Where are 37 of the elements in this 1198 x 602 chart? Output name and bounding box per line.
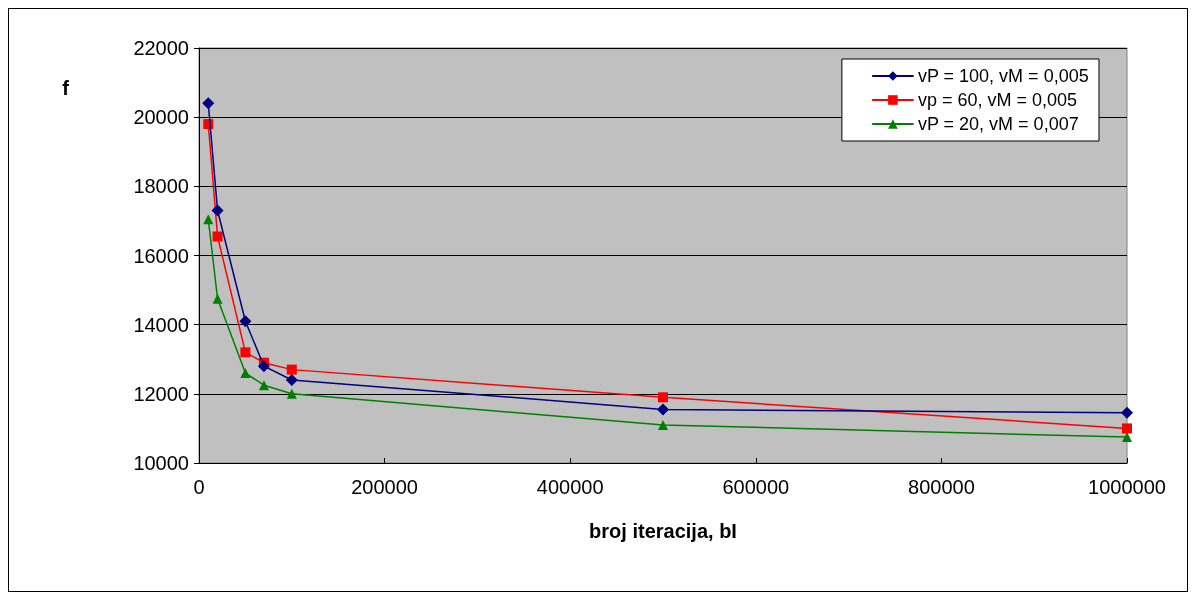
point bbox=[257, 360, 270, 373]
point bbox=[240, 368, 251, 379]
x-tick-label: 0 bbox=[193, 476, 205, 498]
y-tick-label: 12000 bbox=[133, 382, 189, 405]
point bbox=[212, 293, 223, 304]
point bbox=[286, 364, 297, 375]
x-tick-label: 400000 bbox=[536, 476, 604, 498]
x-tick-label: 200000 bbox=[351, 476, 418, 498]
y-tick-label: 18000 bbox=[133, 175, 189, 198]
x-tick-label: 1000000 bbox=[1088, 476, 1166, 498]
point bbox=[286, 388, 297, 399]
legend-label: vP = 100, vM = 0,005 bbox=[917, 66, 1089, 86]
y-tick-label: 16000 bbox=[133, 244, 189, 267]
legend-label: vp = 60, vM = 0,005 bbox=[917, 90, 1077, 110]
y-tick-label: 10000 bbox=[133, 452, 189, 474]
y-axis-title: f bbox=[62, 77, 70, 99]
x-tick-label: 600000 bbox=[722, 476, 790, 498]
point bbox=[258, 380, 269, 391]
point bbox=[240, 347, 251, 358]
point bbox=[285, 374, 298, 386]
x-tick-label: 800000 bbox=[908, 476, 975, 498]
point bbox=[657, 403, 669, 416]
x-axis-title: broj iteracija, bI bbox=[589, 520, 737, 542]
legend-label: vP = 20, vM = 0,007 bbox=[917, 114, 1079, 134]
y-tick-label: 20000 bbox=[133, 106, 189, 129]
y-tick-label: 14000 bbox=[133, 313, 189, 336]
point bbox=[211, 204, 224, 217]
y-tick-label: 22000 bbox=[133, 37, 189, 59]
point bbox=[1122, 432, 1132, 443]
point bbox=[239, 315, 252, 328]
point bbox=[1121, 406, 1133, 419]
point bbox=[212, 231, 223, 242]
point bbox=[203, 214, 214, 225]
point bbox=[1122, 423, 1132, 434]
point bbox=[658, 392, 668, 403]
point bbox=[202, 97, 215, 110]
point bbox=[658, 419, 668, 430]
